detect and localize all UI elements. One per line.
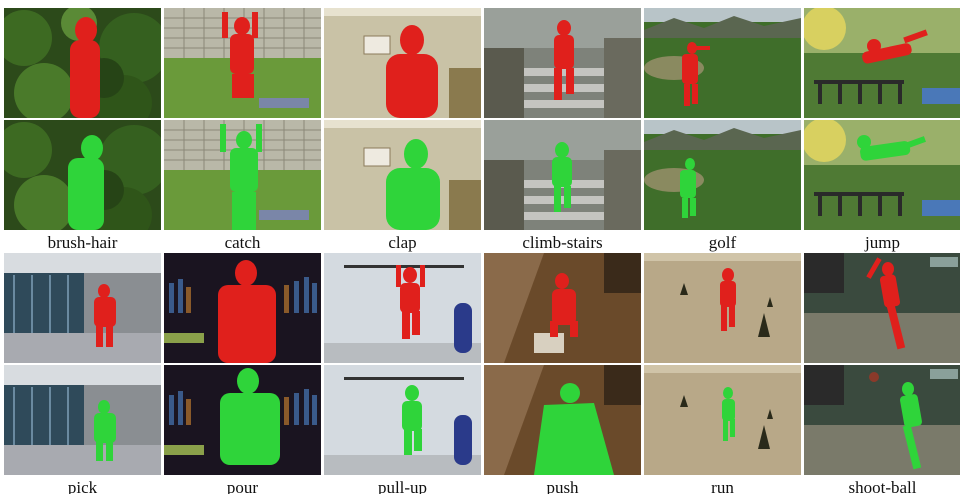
frame-pick-red bbox=[4, 253, 161, 363]
frame-pour-red bbox=[164, 253, 321, 363]
action-label: run bbox=[711, 478, 734, 494]
scene-desert-red bbox=[644, 253, 801, 363]
action-label: climb-stairs bbox=[522, 233, 603, 252]
action-label: jump bbox=[865, 233, 900, 252]
scene-floor-red bbox=[484, 253, 641, 363]
action-label: pour bbox=[226, 478, 259, 494]
scene-soccer-goal-red bbox=[164, 8, 321, 118]
frame-pull-up-green bbox=[324, 365, 481, 475]
frame-golf-red bbox=[644, 8, 801, 118]
frame-run-red bbox=[644, 253, 801, 363]
action-label: pull-up bbox=[377, 478, 428, 494]
frame-jump-red bbox=[804, 8, 960, 118]
scene-golf-course-green bbox=[644, 120, 801, 230]
frame-pull-up-red bbox=[324, 253, 481, 363]
frame-shoot-ball-red bbox=[804, 253, 960, 363]
frame-clap-green bbox=[324, 120, 481, 230]
scene-bar-green bbox=[164, 365, 321, 475]
frame-jump-green bbox=[804, 120, 960, 230]
scene-court-red bbox=[804, 253, 960, 363]
action-label: push bbox=[546, 478, 579, 494]
action-label: golf bbox=[708, 233, 737, 252]
frame-climb-stairs-green bbox=[484, 120, 641, 230]
scene-stairs-red bbox=[484, 8, 641, 118]
scene-hall-red bbox=[4, 253, 161, 363]
frame-shoot-ball-green bbox=[804, 365, 960, 475]
scene-bushes-green bbox=[4, 120, 161, 230]
frame-push-green bbox=[484, 365, 641, 475]
scene-bar-red bbox=[164, 253, 321, 363]
frame-brush-hair-red bbox=[4, 8, 161, 118]
scene-floor-green bbox=[484, 365, 641, 475]
scene-soccer-goal-green bbox=[164, 120, 321, 230]
scene-room-green bbox=[324, 120, 481, 230]
frame-catch-red bbox=[164, 8, 321, 118]
frame-golf-green bbox=[644, 120, 801, 230]
frame-climb-stairs-red bbox=[484, 8, 641, 118]
action-label: pick bbox=[67, 478, 98, 494]
scene-gym-green bbox=[324, 365, 481, 475]
scene-gym-red bbox=[324, 253, 481, 363]
frame-pour-green bbox=[164, 365, 321, 475]
scene-yard-green bbox=[804, 120, 960, 230]
scene-desert-green bbox=[644, 365, 801, 475]
action-label: shoot-ball bbox=[848, 478, 917, 494]
scene-court-green bbox=[804, 365, 960, 475]
action-label: clap bbox=[388, 233, 417, 252]
frame-catch-green bbox=[164, 120, 321, 230]
frame-run-green bbox=[644, 365, 801, 475]
scene-hall-green bbox=[4, 365, 161, 475]
scene-golf-course-red bbox=[644, 8, 801, 118]
frame-pick-green bbox=[4, 365, 161, 475]
scene-yard-red bbox=[804, 8, 960, 118]
frame-clap-red bbox=[324, 8, 481, 118]
scene-stairs-green bbox=[484, 120, 641, 230]
action-label: brush-hair bbox=[47, 233, 118, 252]
scene-room-red bbox=[324, 8, 481, 118]
scene-bushes-red bbox=[4, 8, 161, 118]
frame-brush-hair-green bbox=[4, 120, 161, 230]
action-label: catch bbox=[224, 233, 261, 252]
frame-push-red bbox=[484, 253, 641, 363]
